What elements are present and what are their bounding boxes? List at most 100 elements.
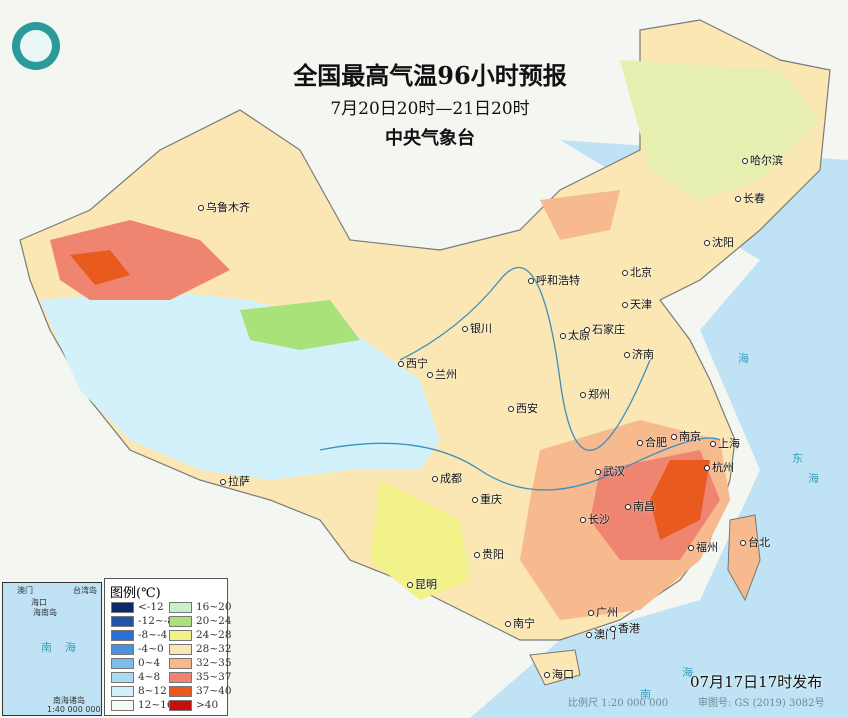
legend-item: 37~40 — [169, 685, 232, 697]
inset-label: 台湾岛 — [73, 586, 97, 595]
city-label: 呼和浩特 — [528, 272, 580, 288]
city-label: 长春 — [735, 190, 765, 206]
legend-item: -4~0 — [111, 643, 164, 655]
inset-label: 澳门 — [17, 586, 33, 595]
city-label: 昆明 — [407, 576, 437, 592]
legend-swatch — [111, 699, 134, 711]
legend-label: 4~8 — [138, 671, 161, 683]
yangtze-river — [319, 437, 721, 491]
legend-label: 20~24 — [196, 615, 232, 627]
legend-title: 图例(℃) — [110, 586, 161, 601]
city-label: 拉萨 — [220, 473, 250, 489]
south-china-sea-inset: 澳门 台湾岛 海口 海南岛 南 海 南海诸岛 1:40 000 000 — [2, 582, 102, 716]
city-label: 重庆 — [472, 491, 502, 507]
legend-swatch — [169, 685, 192, 697]
city-label: 南宁 — [505, 615, 535, 631]
city-label: 兰州 — [427, 366, 457, 382]
legend-swatch — [111, 671, 134, 683]
forecast-period: 7月20日20时—21日20时 — [330, 99, 530, 119]
legend-item: 12~16 — [111, 699, 174, 711]
legend-item: 4~8 — [111, 671, 160, 683]
issued-time: 07月17日17时发布 — [690, 673, 823, 691]
legend-label: 0~4 — [138, 657, 161, 669]
city-label: 海口 — [544, 666, 574, 682]
legend-swatch — [169, 629, 192, 641]
zhejiang-fujian-hottest — [650, 460, 710, 540]
scale-text: 比例尺 1:20 000 000 — [568, 698, 669, 709]
city-label: 银川 — [462, 320, 492, 336]
city-label: 上海 — [710, 435, 740, 451]
city-label: 武汉 — [595, 463, 625, 479]
legend-label: 32~35 — [196, 657, 232, 669]
inset-label: 海南岛 — [33, 608, 57, 617]
legend-item: >40 — [169, 699, 218, 711]
legend-label: 12~16 — [138, 699, 174, 711]
city-label: 哈尔滨 — [742, 152, 783, 168]
yellow-river — [399, 267, 651, 451]
city-label: 福州 — [688, 539, 718, 555]
approval-number: 审图号: GS (2019) 3082号 — [698, 698, 825, 709]
city-label: 长沙 — [580, 511, 610, 527]
city-label: 合肥 — [637, 434, 667, 450]
inset-label: 海口 — [31, 598, 47, 607]
city-label: 石家庄 — [584, 321, 625, 337]
legend-swatch — [111, 615, 134, 627]
inset-scale: 1:40 000 000 — [47, 705, 101, 714]
city-label: 贵阳 — [474, 546, 504, 562]
city-label: 沈阳 — [704, 234, 734, 250]
legend-swatch — [111, 643, 134, 655]
legend-label: <-12 — [138, 601, 164, 613]
legend-label: 24~28 — [196, 629, 232, 641]
legend-label: 35~37 — [196, 671, 232, 683]
legend-item: -12~-8 — [111, 615, 174, 627]
legend-item: 35~37 — [169, 671, 232, 683]
legend-label: 8~12 — [138, 685, 167, 697]
legend-label: -12~-8 — [138, 615, 174, 627]
issuer: 中央气象台 — [385, 128, 475, 149]
legend-swatch — [111, 601, 134, 613]
inset-label: 南 — [41, 641, 52, 654]
legend-swatch — [169, 615, 192, 627]
city-label: 郑州 — [580, 386, 610, 402]
yunnan-guizhou-mild — [370, 480, 470, 600]
legend-swatch — [111, 685, 134, 697]
city-label: 南京 — [671, 428, 701, 444]
city-label: 南昌 — [625, 498, 655, 514]
legend-label: -8~-4 — [138, 629, 168, 641]
legend-item: 32~35 — [169, 657, 232, 669]
sea-label: 海 — [682, 666, 693, 679]
legend-swatch — [111, 657, 134, 669]
legend-swatch — [169, 601, 192, 613]
city-label: 北京 — [622, 264, 652, 280]
legend-label: 28~32 — [196, 643, 232, 655]
qaidam-region — [240, 300, 360, 350]
inner-mongolia-warm — [540, 190, 620, 240]
legend-item: 0~4 — [111, 657, 160, 669]
legend-swatch — [169, 643, 192, 655]
legend-item: 28~32 — [169, 643, 232, 655]
legend-label: -4~0 — [138, 643, 164, 655]
sea-label: 南 — [640, 688, 651, 701]
sea-label: 海 — [738, 352, 749, 365]
legend-label: 37~40 — [196, 685, 232, 697]
tarim-very-hot — [70, 250, 130, 285]
city-label: 济南 — [624, 346, 654, 362]
legend: 图例(℃) <-12 -12~-8 -8~-4 -4~0 0~4 4~8 8~12 12~16… — [104, 578, 232, 716]
legend-item: 8~12 — [111, 685, 167, 697]
legend-item: -8~-4 — [111, 629, 167, 641]
legend-item: 24~28 — [169, 629, 232, 641]
cma-logo — [12, 22, 60, 70]
city-label: 杭州 — [704, 459, 734, 475]
city-label: 天津 — [622, 296, 652, 312]
city-label: 广州 — [588, 604, 618, 620]
legend-item: 20~24 — [169, 615, 232, 627]
legend-item: <-12 — [111, 601, 164, 613]
city-label: 香港 — [610, 620, 640, 636]
city-label: 西宁 — [398, 355, 428, 371]
legend-swatch — [169, 699, 192, 711]
city-label: 成都 — [432, 470, 462, 486]
legend-swatch — [111, 629, 134, 641]
legend-label: 16~20 — [196, 601, 232, 613]
legend-swatch — [169, 657, 192, 669]
sea-label: 东 — [792, 452, 803, 465]
